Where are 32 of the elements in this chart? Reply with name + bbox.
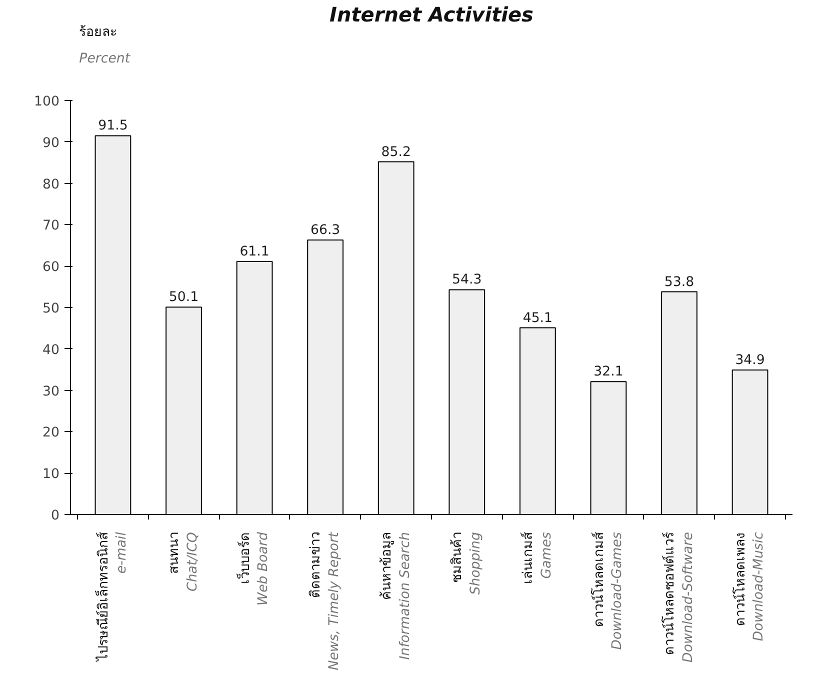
data-label: 34.9	[735, 353, 765, 368]
chart-title: Internet Activities	[330, 2, 534, 26]
y-tick-label: 70	[42, 218, 60, 234]
data-label: 32.1	[594, 364, 624, 380]
y-tick-label: 10	[42, 467, 60, 482]
x-tick-label: ติดตามข่าว News, Timely Report	[308, 531, 342, 670]
data-label: 85.2	[381, 144, 411, 160]
x-tick-label: ดาวน์โหลดเพลง Download-Music	[732, 531, 767, 642]
x-tick-label: ค้นหาข้อมูล Information Search	[378, 532, 413, 660]
x-tick-label: ไปรษณีย์อิเล็กทรอนิกส์ e-mail	[93, 532, 130, 662]
x-tick-label: ดาวน์โหลดเกมส์ Download-Games	[590, 532, 626, 650]
data-label: 91.5	[98, 118, 128, 134]
y-tick-label: 60	[42, 260, 60, 276]
data-label: 53.8	[664, 274, 694, 290]
x-tick-label: ชมสินค้า Shopping	[449, 532, 484, 595]
data-label: 61.1	[240, 244, 270, 260]
y-tick-label: 80	[42, 177, 60, 192]
y-tick-label: 90	[42, 136, 60, 151]
y-tick-label: 0	[51, 508, 60, 524]
x-tick-label: ดาวน์โหลดซอฟต์แวร์ Download-Software	[662, 532, 696, 662]
y-tick-label: 50	[42, 302, 60, 316]
data-label: 54.3	[452, 272, 482, 288]
data-label: 45.1	[522, 310, 553, 326]
y-tick-label: 40	[42, 342, 60, 358]
data-label: 66.3	[310, 223, 340, 238]
y-tick-label: 100	[34, 94, 60, 110]
y-tick-label: 30	[42, 384, 60, 400]
y-tick-label: 20	[42, 426, 60, 441]
y-axis-title: ร้อยละ Percent	[79, 24, 131, 67]
data-label: 50.1	[168, 290, 199, 306]
x-tick-label: เล่นเกมส์ Games	[520, 532, 554, 584]
x-tick-label: เว็บบอร์ด Web Board	[234, 532, 272, 606]
